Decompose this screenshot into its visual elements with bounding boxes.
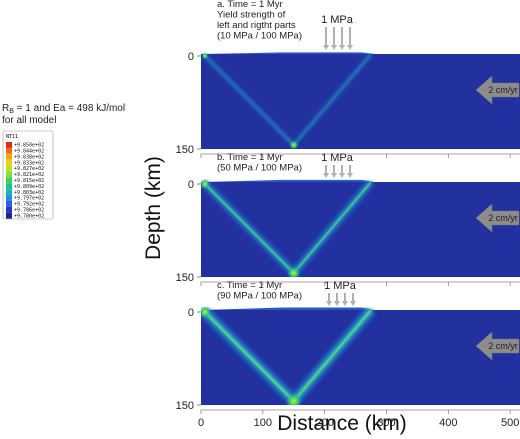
panel-caption: (10 MPa / 100 MPa) — [217, 31, 302, 42]
velocity-label: 2 cm/yr — [488, 85, 518, 95]
stress-arrowhead — [342, 301, 348, 306]
velocity-label: 2 cm/yr — [488, 341, 518, 351]
panel-caption: c. Time = 1 Myr — [217, 280, 282, 291]
legend-label: +9.809e+02 — [14, 184, 44, 190]
stress-arrowhead — [331, 45, 337, 50]
stress-label: 1 MPa — [321, 152, 354, 164]
x-tick-label: 0 — [198, 417, 204, 429]
x-tick-label: 500 — [501, 417, 519, 429]
shear-zones — [201, 307, 376, 405]
shear-zones — [201, 179, 375, 277]
x-tick-label: 100 — [254, 417, 272, 429]
legend-label: +9.821e+02 — [14, 172, 44, 178]
legend-swatch — [6, 183, 12, 190]
y-tick-label: 0 — [188, 307, 194, 319]
legend-swatch — [6, 177, 12, 184]
x-tick-label: 300 — [377, 417, 395, 429]
stress-label: 1 MPa — [321, 14, 354, 26]
model-panel-c: c. Time = 1 Myr(90 MPa / 100 MPa) 0 150 0 10… — [176, 280, 520, 429]
y-tick-label: 150 — [176, 400, 194, 412]
legend-label: +9.827e+02 — [14, 166, 44, 172]
legend-swatch — [6, 165, 12, 172]
model-parameters-line1: RB = 1 and Ea = 498 kJ/mol — [2, 103, 125, 115]
stress-arrowhead — [326, 301, 332, 306]
x-tick-label: 200 — [315, 417, 333, 429]
stress-arrowhead — [331, 173, 337, 178]
legend-label: +9.838e+02 — [14, 154, 44, 160]
panel-caption: b. Time = 1 Myr — [217, 152, 283, 163]
model-panel-b: b. Time = 1 Myr(50 MPa / 100 MPa) 0 150 1 M… — [176, 152, 520, 286]
stress-label: 1 MPa — [324, 280, 357, 292]
legend-label: +9.780e+02 — [14, 213, 44, 219]
legend-swatch — [6, 195, 12, 201]
panel-caption: (50 MPa / 100 MPa) — [217, 163, 302, 174]
stress-arrowhead — [323, 45, 329, 50]
legend-swatch — [6, 171, 12, 178]
y-tick-label: 0 — [188, 51, 194, 63]
legend-label: +9.786e+02 — [14, 208, 44, 214]
stress-arrowhead — [339, 173, 345, 178]
legend-label: +9.792e+02 — [14, 202, 44, 208]
legend-label: +9.844e+02 — [14, 149, 44, 155]
model-parameters-line2: for all model — [2, 115, 56, 126]
stress-arrowhead — [334, 301, 340, 306]
stress-arrows: 1 MPa — [324, 280, 357, 306]
legend-label: +9.850e+02 — [14, 143, 44, 149]
x-tick-label: 400 — [439, 417, 457, 429]
temperature-legend: NT11 +9.850e+02+9.844e+02+9.838e+02+9.83… — [2, 130, 54, 219]
legend-swatch — [6, 201, 12, 207]
stress-arrowhead — [339, 45, 345, 50]
panel-caption: a. Time = 1 Myr — [217, 0, 283, 10]
y-tick-label: 0 — [188, 179, 194, 191]
velocity-arrow: 2 cm/yr — [475, 75, 520, 105]
stress-arrowhead — [350, 301, 356, 306]
panel-caption: left and rigtht parts — [217, 20, 296, 31]
surface-uplift — [201, 52, 375, 54]
legend-swatch — [6, 147, 12, 154]
stress-arrowhead — [347, 45, 353, 50]
legend-swatch — [6, 153, 12, 160]
stress-arrowhead — [347, 173, 353, 178]
velocity-arrow: 2 cm/yr — [475, 331, 520, 361]
legend-label: +9.797e+02 — [14, 196, 44, 202]
legend-swatch — [6, 159, 12, 166]
stress-arrows: 1 MPa — [321, 152, 354, 178]
legend-label: +9.803e+02 — [14, 190, 44, 196]
panel-caption: Yield strength of — [217, 10, 286, 21]
stress-arrowhead — [323, 173, 329, 178]
panel-caption: (90 MPa / 100 MPa) — [217, 291, 302, 302]
surface-uplift — [201, 179, 375, 182]
y-tick-label: 150 — [176, 272, 194, 284]
shear-zones — [201, 52, 373, 149]
legend-swatch — [6, 206, 12, 213]
y-tick-label: 150 — [176, 144, 194, 156]
surface-uplift — [201, 307, 375, 310]
legend-swatch — [6, 189, 12, 196]
x-axis-title: Distance (km) — [277, 412, 407, 435]
stress-arrows: 1 MPa — [321, 14, 354, 50]
legend-swatch — [6, 212, 12, 219]
legend-title: NT11 — [6, 134, 18, 140]
velocity-arrow: 2 cm/yr — [475, 203, 520, 233]
legend-swatch — [6, 142, 12, 148]
y-axis-title: Depth (km) — [142, 156, 165, 260]
legend-label: +9.833e+02 — [14, 160, 44, 166]
legend-label: +9.815e+02 — [14, 178, 44, 184]
velocity-label: 2 cm/yr — [488, 213, 518, 223]
